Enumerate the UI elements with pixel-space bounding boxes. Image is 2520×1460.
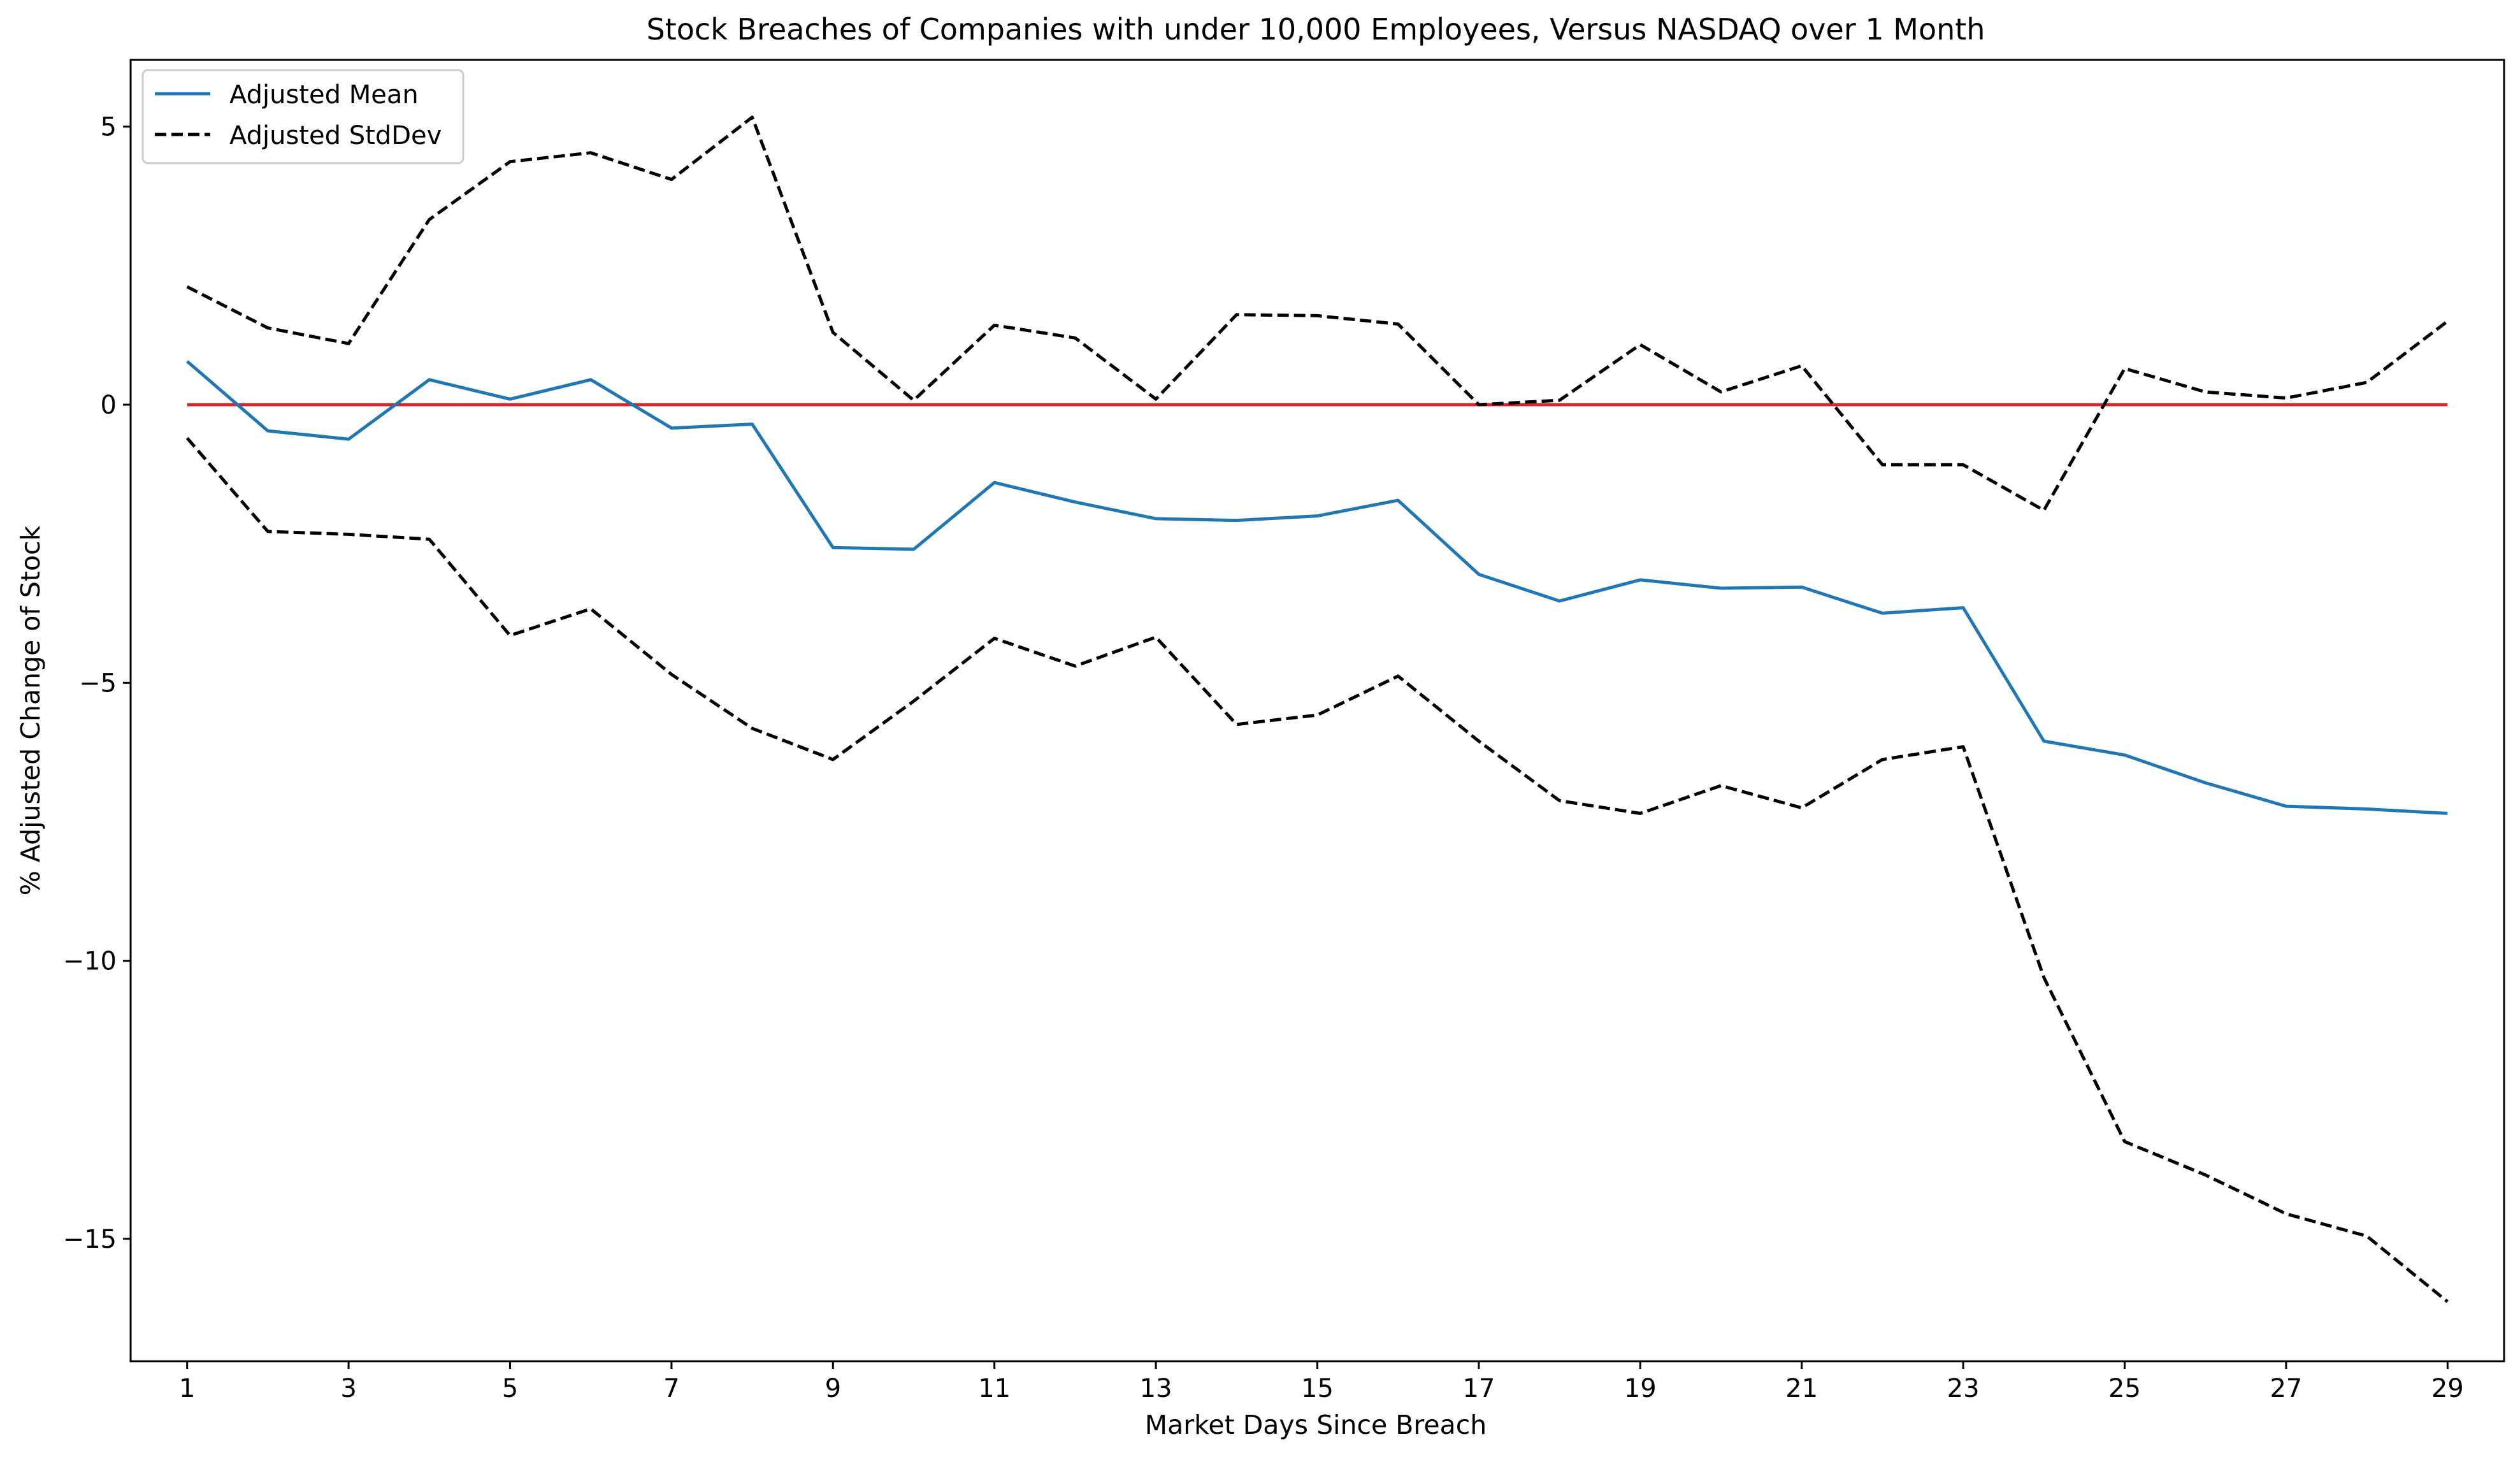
x-tick-label: 11 bbox=[978, 1374, 1011, 1403]
x-tick-label: 7 bbox=[663, 1374, 679, 1403]
y-tick-label: −5 bbox=[79, 669, 117, 698]
x-tick-label: 27 bbox=[2270, 1374, 2302, 1403]
x-tick-label: 29 bbox=[2431, 1374, 2464, 1403]
y-axis: 5 0 −5 −10 −15 bbox=[63, 113, 131, 1254]
series-adjusted-stddev-lower-line bbox=[185, 437, 2449, 1303]
x-tick-label: 9 bbox=[825, 1374, 841, 1403]
series-adjusted-stddev-upper-line bbox=[186, 115, 2449, 512]
x-tick-label: 13 bbox=[1140, 1374, 1172, 1403]
x-tick-label: 5 bbox=[502, 1374, 518, 1403]
y-tick-label: −15 bbox=[63, 1225, 117, 1254]
chart-title: Stock Breaches of Companies with under 1… bbox=[647, 12, 1985, 47]
x-tick-label: 21 bbox=[1785, 1374, 1818, 1403]
series-layer bbox=[185, 115, 2449, 1303]
y-tick-label: 5 bbox=[101, 113, 117, 142]
legend-box bbox=[141, 69, 464, 164]
x-axis: 1 3 5 7 9 11 13 15 17 19 21 23 25 27 29 bbox=[179, 1361, 2464, 1403]
x-tick-label: 23 bbox=[1947, 1374, 1980, 1403]
y-tick-label: 0 bbox=[101, 391, 117, 420]
series-adjusted-mean-line bbox=[186, 360, 2448, 815]
x-tick-label: 19 bbox=[1624, 1374, 1657, 1403]
x-tick-label: 25 bbox=[2108, 1374, 2141, 1403]
legend: Adjusted Mean Adjusted StdDev bbox=[141, 69, 464, 164]
y-axis-label: % Adjusted Change of Stock bbox=[15, 526, 46, 896]
legend-label-adjusted-stddev: Adjusted StdDev bbox=[229, 121, 442, 150]
x-tick-label: 17 bbox=[1462, 1374, 1495, 1403]
x-tick-label: 3 bbox=[340, 1374, 356, 1403]
legend-label-adjusted-mean: Adjusted Mean bbox=[229, 80, 419, 110]
x-axis-label: Market Days Since Breach bbox=[1145, 1410, 1487, 1440]
y-tick-label: −10 bbox=[63, 947, 117, 976]
x-tick-label: 15 bbox=[1301, 1374, 1334, 1403]
x-tick-label: 1 bbox=[179, 1374, 195, 1403]
